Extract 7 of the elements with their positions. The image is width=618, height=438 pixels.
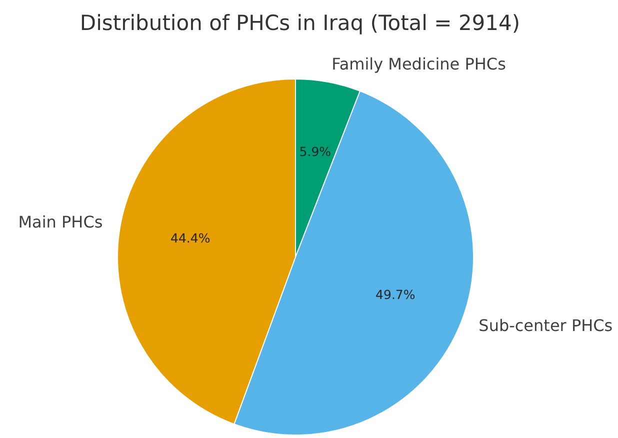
slice-label: Family Medicine PHCs xyxy=(332,54,506,74)
chart-title: Distribution of PHCs in Iraq (Total = 2914) xyxy=(80,11,520,35)
slice-label: Sub-center PHCs xyxy=(478,316,613,336)
data-label: 44.4% xyxy=(170,230,210,246)
data-label: 5.9% xyxy=(299,144,332,160)
data-label: 49.7% xyxy=(376,286,416,302)
slice-label: Main PHCs xyxy=(18,212,103,232)
